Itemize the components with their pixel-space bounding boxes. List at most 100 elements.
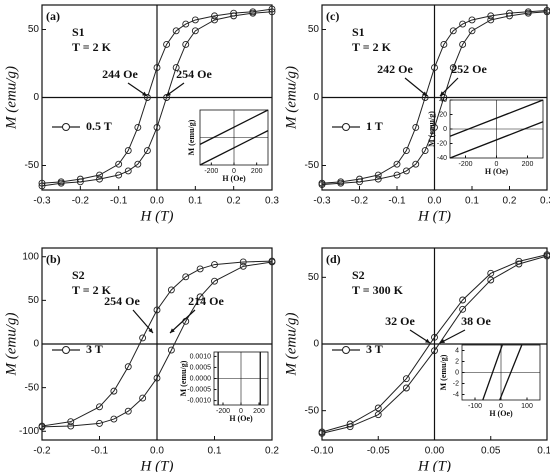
data-point xyxy=(96,171,103,179)
data-point xyxy=(172,64,180,72)
y-tick-label: 0 xyxy=(455,369,459,376)
data-point xyxy=(96,175,103,183)
data-point xyxy=(421,147,429,155)
data-point xyxy=(543,8,550,16)
x-tick-label: -0.1 xyxy=(388,196,406,207)
legend-label: 3 T xyxy=(366,342,383,356)
legend-label: 0.5 T xyxy=(86,119,112,133)
data-point xyxy=(506,9,513,17)
y-tick-label: 40 xyxy=(439,97,447,104)
data-point xyxy=(124,363,132,371)
data-point xyxy=(402,167,410,175)
x-tick-label: 0 xyxy=(499,403,503,410)
data-point xyxy=(167,346,175,354)
x-tick-label: 0.1 xyxy=(465,196,479,207)
arrow-head xyxy=(422,91,427,96)
data-point xyxy=(211,12,218,20)
x-tick-label: -200 xyxy=(458,161,472,168)
data-point xyxy=(268,5,276,13)
data-point xyxy=(515,260,523,268)
x-tick-label: 0.00 xyxy=(425,446,445,457)
coercivity-label: 252 Oe xyxy=(451,62,487,76)
x-tick-label: -0.1 xyxy=(91,446,109,457)
x-tick-label: 200 xyxy=(251,168,263,175)
x-tick-label: -0.2 xyxy=(72,196,90,207)
temperature-label: T = 2 K xyxy=(352,40,392,54)
x-axis-label: H (T) xyxy=(417,458,451,472)
data-point xyxy=(182,273,190,281)
data-point xyxy=(431,64,438,72)
panel-label: (a) xyxy=(46,9,60,23)
x-tick-label: -200 xyxy=(204,168,218,175)
y-tick-label: 50 xyxy=(308,24,320,35)
y-tick-label: 2 xyxy=(455,358,459,365)
y-axis-label: M (emu/g) xyxy=(3,66,19,130)
data-point xyxy=(38,182,46,190)
legend-marker xyxy=(342,346,350,354)
coercivity-label: 242 Oe xyxy=(377,62,413,76)
data-point xyxy=(182,20,190,28)
data-point xyxy=(172,27,180,35)
y-tick-label: 4 xyxy=(455,347,459,354)
x-tick-label: -200 xyxy=(216,408,230,415)
y-tick-label: 0 xyxy=(443,126,447,133)
arrow-head xyxy=(148,328,153,333)
data-point xyxy=(110,387,118,395)
y-tick-label: 0 xyxy=(33,339,39,350)
data-point xyxy=(459,20,467,28)
inset-y-label: M (emu/g) xyxy=(187,119,196,155)
data-point xyxy=(134,160,142,168)
x-tick-label: 200 xyxy=(253,408,265,415)
inset-x-label: H (Oe) xyxy=(229,414,253,423)
loop-line xyxy=(321,254,548,434)
data-point xyxy=(412,123,420,131)
inset-line xyxy=(449,121,544,159)
data-point xyxy=(143,94,151,101)
data-point xyxy=(402,147,410,155)
data-point xyxy=(249,9,257,17)
data-point xyxy=(268,258,276,266)
data-point xyxy=(96,419,103,427)
data-point xyxy=(268,8,276,16)
y-axis-label: M (emu/g) xyxy=(283,313,299,377)
data-point xyxy=(337,179,345,187)
data-point xyxy=(96,403,103,411)
inset-line xyxy=(199,109,269,145)
data-point xyxy=(38,179,46,187)
y-tick-label: -50 xyxy=(305,405,320,416)
y-axis-label: M (emu/g) xyxy=(3,313,19,377)
inset-line xyxy=(482,344,503,401)
arrow-head xyxy=(170,328,175,333)
data-point xyxy=(356,178,363,186)
legend-label: 3 T xyxy=(86,342,103,356)
data-point xyxy=(487,12,495,20)
y-tick-label: 20 xyxy=(439,111,447,118)
arrow-shaft xyxy=(169,309,196,334)
data-point xyxy=(57,179,65,187)
x-tick-label: 0.2 xyxy=(503,196,517,207)
x-tick-label: -0.3 xyxy=(33,196,51,207)
arrow-head xyxy=(425,338,430,343)
x-tick-label: -0.10 xyxy=(311,446,334,457)
data-point xyxy=(356,175,363,183)
loop-line xyxy=(41,8,273,187)
data-point xyxy=(468,27,476,35)
data-point xyxy=(139,394,147,402)
data-point xyxy=(196,293,204,301)
y-tick-label: -0.0010 xyxy=(187,397,211,404)
sample-label: S2 xyxy=(352,268,365,282)
data-point xyxy=(431,123,438,131)
inset-line xyxy=(499,344,523,401)
inset-x-label: H (Oe) xyxy=(222,174,246,183)
data-point xyxy=(374,404,382,412)
y-tick-label: -100 xyxy=(19,426,39,437)
arrow-head xyxy=(166,91,171,96)
x-tick-label: 100 xyxy=(521,403,533,410)
y-tick-label: 0 xyxy=(33,92,39,103)
inset-x-label: H (Oe) xyxy=(489,409,513,418)
x-tick-label: -0.3 xyxy=(313,196,331,207)
data-point xyxy=(124,167,132,175)
data-point xyxy=(153,306,161,314)
data-point xyxy=(230,9,238,17)
data-point xyxy=(76,178,84,186)
